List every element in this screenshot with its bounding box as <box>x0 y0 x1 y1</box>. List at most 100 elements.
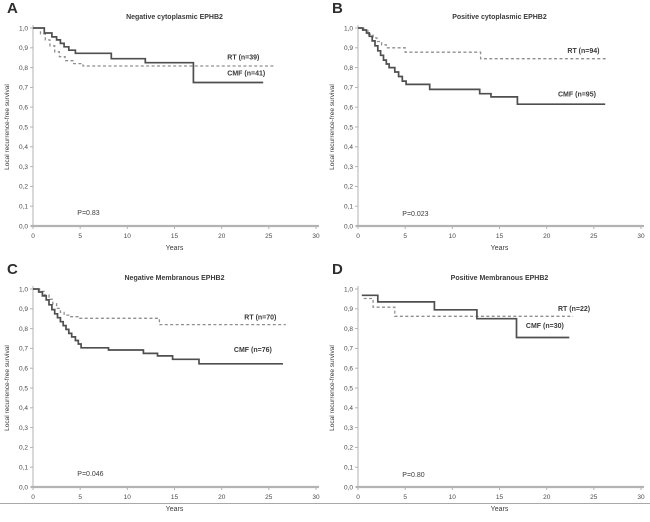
y-axis-title: Local recurrence-free survival <box>329 345 336 431</box>
series-label: CMF (n=76) <box>234 347 272 354</box>
cmf-curve <box>361 294 570 339</box>
y-tick-label: 0,8 <box>344 65 353 72</box>
cmf-curve <box>33 27 264 84</box>
series-label: RT (n=94) <box>567 48 599 55</box>
y-tick-label: 0,1 <box>19 465 28 472</box>
y-tick-label: 0,5 <box>344 124 353 131</box>
x-axis-title: Years <box>166 506 184 513</box>
y-tick-label: 0,7 <box>344 346 353 353</box>
x-tick-label: 0 <box>356 233 360 240</box>
chart-title: Positive Membranous EPHB2 <box>451 275 549 282</box>
x-tick-label: 30 <box>312 233 320 240</box>
y-tick-label: 0,2 <box>344 445 353 452</box>
x-axis-title: Years <box>166 245 184 252</box>
series-label: CMF (n=41) <box>227 71 265 78</box>
x-tick-label: 10 <box>449 233 457 240</box>
x-tick-label: 0 <box>356 494 360 501</box>
y-tick-label: 0,4 <box>344 405 353 412</box>
x-tick-label: 30 <box>637 233 645 240</box>
cmf-curve <box>33 288 283 365</box>
y-tick-label: 0,0 <box>19 223 28 230</box>
y-tick-label: 0,2 <box>19 445 28 452</box>
km-panel: A 1,0 0,9 0,8 0,7 0,6 0,5 0,4 0,3 0,2 0,1 0,0 0 5 10 1… <box>0 0 325 261</box>
km-plot: 1,0 0,9 0,8 0,7 0,6 0,5 0,4 0,3 0,2 0,1 0,00 5 10 15 2… <box>4 14 320 252</box>
x-tick-label: 15 <box>171 233 179 240</box>
y-tick-label: 0,7 <box>344 85 353 92</box>
x-tick-label: 25 <box>265 233 273 240</box>
y-tick-label: 0,5 <box>344 385 353 392</box>
panel-letter: A <box>7 0 18 17</box>
x-tick-label: 25 <box>590 233 598 240</box>
y-tick-label: 0,2 <box>19 184 28 191</box>
y-tick-label: 0,6 <box>19 105 28 112</box>
x-tick-label: 30 <box>312 494 320 501</box>
y-tick-label: 0,5 <box>19 385 28 392</box>
rt-curve <box>33 288 286 326</box>
y-tick-label: 0,6 <box>19 366 28 373</box>
p-value-label: P=0.046 <box>77 471 103 478</box>
x-tick-label: 0 <box>31 494 35 501</box>
series-label: RT (n=39) <box>227 54 259 61</box>
x-tick-label: 5 <box>403 233 407 240</box>
y-tick-label: 0,0 <box>19 484 28 491</box>
y-tick-label: 0,6 <box>344 105 353 112</box>
x-tick-label: 20 <box>218 494 226 501</box>
y-tick-label: 0,8 <box>344 326 353 333</box>
y-tick-label: 0,8 <box>19 65 28 72</box>
y-tick-label: 0,7 <box>19 346 28 353</box>
x-tick-label: 15 <box>496 494 504 501</box>
chart-title: Negative Membranous EPHB2 <box>125 275 225 282</box>
y-tick-label: 0,2 <box>344 184 353 191</box>
y-tick-label: 0,9 <box>344 306 353 313</box>
y-tick-label: 1,0 <box>344 25 353 32</box>
y-tick-label: 0,0 <box>344 484 353 491</box>
x-axis-title: Years <box>491 245 509 252</box>
p-value-label: P=0.023 <box>402 211 428 218</box>
km-plot: 1,0 0,9 0,8 0,7 0,6 0,5 0,4 0,3 0,2 0,1 0,00 5 10 15 2… <box>329 14 645 252</box>
x-tick-label: 0 <box>31 233 35 240</box>
panel-letter: B <box>332 0 343 17</box>
km-panel: C 1,0 0,9 0,8 0,7 0,6 0,5 0,4 0,3 0,2 0,1 0,0 0 5 10 1… <box>0 261 325 522</box>
y-axis-title: Local recurrence-free survival <box>329 84 336 170</box>
x-tick-label: 25 <box>265 494 273 501</box>
y-tick-label: 0,3 <box>19 164 28 171</box>
y-axis-title: Local recurrence-free survival <box>4 84 11 170</box>
x-axis-title: Years <box>491 506 509 513</box>
x-tick-label: 15 <box>171 494 179 501</box>
y-tick-label: 1,0 <box>19 286 28 293</box>
x-tick-label: 10 <box>449 494 457 501</box>
y-tick-label: 0,7 <box>19 85 28 92</box>
series-label: RT (n=70) <box>244 315 276 322</box>
y-tick-label: 0,9 <box>19 306 28 313</box>
y-tick-label: 0,8 <box>19 326 28 333</box>
x-tick-label: 25 <box>590 494 598 501</box>
y-tick-label: 0,5 <box>19 124 28 131</box>
series-label: RT (n=22) <box>558 306 590 313</box>
y-tick-label: 0,3 <box>344 425 353 432</box>
y-tick-label: 0,9 <box>344 45 353 52</box>
y-tick-label: 0,0 <box>344 223 353 230</box>
rt-curve <box>363 297 574 317</box>
y-tick-label: 0,1 <box>344 204 353 211</box>
x-tick-label: 30 <box>637 494 645 501</box>
p-value-label: P=0.83 <box>77 210 99 217</box>
y-tick-label: 0,1 <box>344 465 353 472</box>
y-tick-label: 0,1 <box>19 204 28 211</box>
km-plot: 1,0 0,9 0,8 0,7 0,6 0,5 0,4 0,3 0,2 0,1 0,00 5 10 15 2… <box>4 275 320 513</box>
series-label: CMF (n=95) <box>558 92 596 99</box>
y-tick-label: 0,6 <box>344 366 353 373</box>
figure-bottom-rule <box>0 503 650 504</box>
chart-title: Positive cytoplasmic EPHB2 <box>452 14 547 21</box>
km-plot: 1,0 0,9 0,8 0,7 0,6 0,5 0,4 0,3 0,2 0,1 0,00 5 10 15 2… <box>329 275 645 513</box>
y-tick-label: 0,9 <box>19 45 28 52</box>
km-panel: B 1,0 0,9 0,8 0,7 0,6 0,5 0,4 0,3 0,2 0,1 0,0 0 5 10 1… <box>325 0 650 261</box>
y-tick-label: 1,0 <box>19 25 28 32</box>
series-label: CMF (n=30) <box>526 323 564 330</box>
km-panel: D 1,0 0,9 0,8 0,7 0,6 0,5 0,4 0,3 0,2 0,1 0,0 0 5 10 1… <box>325 261 650 522</box>
y-axis-title: Local recurrence-free survival <box>4 345 11 431</box>
x-tick-label: 20 <box>543 233 551 240</box>
rt-curve <box>358 27 607 60</box>
y-tick-label: 0,4 <box>344 144 353 151</box>
x-tick-label: 5 <box>78 494 82 501</box>
